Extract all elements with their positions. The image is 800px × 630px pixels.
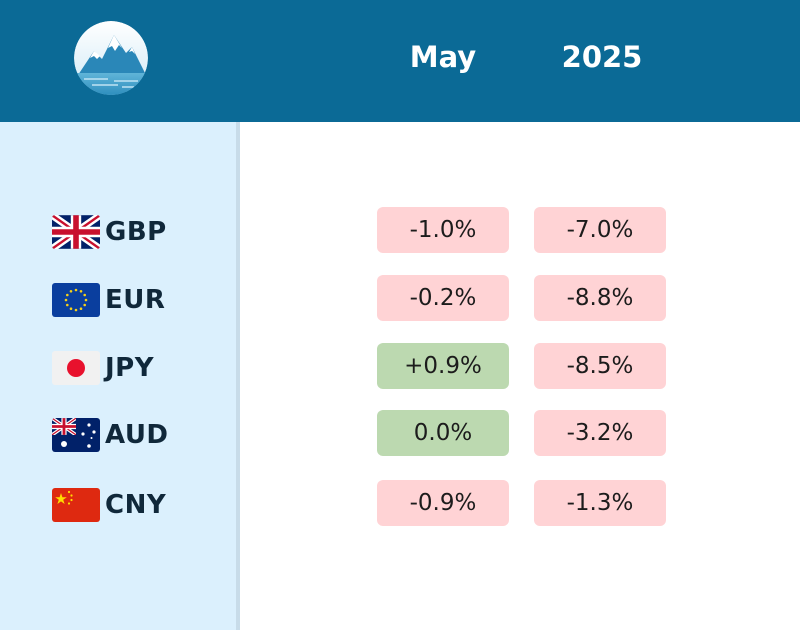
year-change-cell: -8.5%: [534, 343, 666, 389]
year-change-cell: -8.8%: [534, 275, 666, 321]
currency-code: AUD: [105, 420, 169, 450]
mountain-logo-icon: [74, 21, 148, 95]
table-row: CNY -0.9% -1.3%: [0, 480, 800, 530]
month-change-cell: -0.9%: [377, 480, 509, 526]
table-row: GBP -1.0% -7.0%: [0, 207, 800, 257]
year-change-cell: -7.0%: [534, 207, 666, 253]
sidebar-divider: [236, 122, 240, 630]
sidebar: [0, 122, 236, 630]
currency-code: JPY: [105, 353, 155, 383]
month-change-cell: 0.0%: [377, 410, 509, 456]
table-row: JPY +0.9% -8.5%: [0, 343, 800, 393]
month-change-cell: -0.2%: [377, 275, 509, 321]
header-bar: May 2025: [0, 0, 800, 122]
currency-code: GBP: [105, 217, 167, 247]
currency-code: EUR: [105, 285, 166, 315]
year-change-cell: -1.3%: [534, 480, 666, 526]
australia-flag-icon: [52, 418, 100, 452]
table-row: AUD 0.0% -3.2%: [0, 410, 800, 460]
japan-flag-icon: [52, 351, 100, 385]
column-header-year: 2025: [561, 40, 643, 74]
china-flag-icon: [52, 488, 100, 522]
column-header-month: May: [409, 40, 477, 74]
year-change-cell: -3.2%: [534, 410, 666, 456]
month-change-cell: -1.0%: [377, 207, 509, 253]
uk-flag-icon: [52, 215, 100, 249]
eu-flag-icon: [52, 283, 100, 317]
month-change-cell: +0.9%: [377, 343, 509, 389]
table-row: EUR -0.2% -8.8%: [0, 275, 800, 325]
currency-code: CNY: [105, 490, 167, 520]
